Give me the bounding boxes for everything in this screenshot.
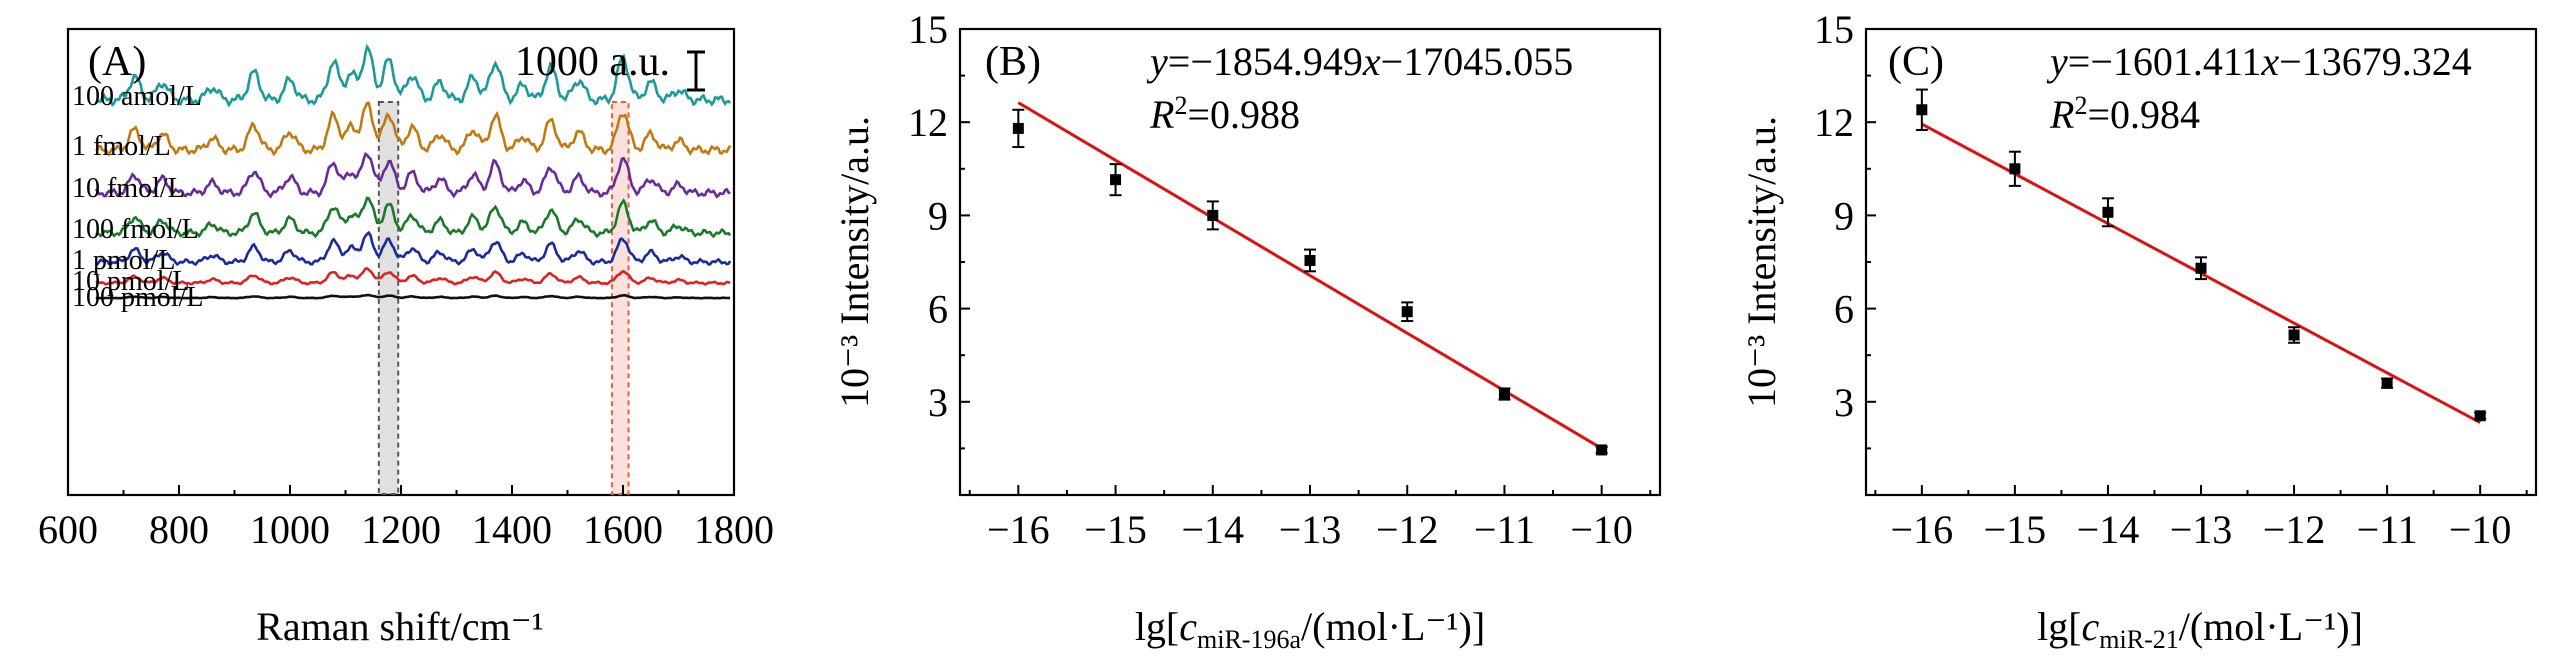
panel-b-equation: y=−1854.949x−17045.055 [1146,39,1573,84]
x-tick-label: −10 [1570,507,1633,552]
series-label-0: 100 amol/L [72,81,202,112]
data-point-1 [2008,150,2021,187]
data-point-5 [1498,387,1511,401]
panel-c-x-axis-title: lg[cmiR-21/(mol·L⁻¹)] [2037,604,2363,654]
panel-c-calibration-mir21: −16 −15 −14 −13 −12 −11 −10 3 6 9 12 15 (C) y=−1601… [1739,7,2538,654]
y-tick-label: 15 [1814,7,1854,52]
highlight-band-0 [377,101,400,495]
data-point-3 [2195,256,2207,281]
series-label-3: 100 fmol/L [72,214,199,245]
y-tick-label: 3 [1834,380,1854,425]
series-label-5: 10 pmol/L [72,266,189,297]
scale-bar-label: 1000 a.u. [515,39,670,85]
data-point-4 [2288,326,2301,344]
data-point-3 [1304,248,1316,273]
panel-c-data-points [1915,88,2487,422]
x-tick-label: 1600 [583,507,663,552]
spectrum-series-0 [94,43,732,108]
series-label-4: 1 pmol/L [72,245,175,276]
data-point-2 [2101,197,2114,228]
panel-b-fit-line [1017,101,1603,450]
data-point-6 [1595,444,1608,456]
y-tick-label: 15 [908,7,948,52]
spectrum-series-1 [95,101,732,157]
scale-bar [687,50,705,92]
panel-c-ticks: −16 −15 −14 −13 −12 −11 −10 3 6 9 12 15 [1814,7,2528,552]
data-point-5 [2381,377,2394,389]
y-tick-label: 12 [1814,100,1854,145]
spectrum-series-6 [95,293,731,300]
x-tick-label: 1400 [472,507,552,552]
spectrum-series-2 [94,151,731,199]
x-tick-label: −12 [1376,507,1439,552]
spectrum-series-4 [95,230,732,267]
x-tick-label: 1200 [361,507,441,552]
data-point-4 [1401,301,1414,323]
series-label-1: 1 fmol/L [72,131,171,162]
panel-c-equation: y=−1601.411x−13679.324 [2046,39,2472,84]
x-tick-label: 800 [149,507,209,552]
panel-a-raman-spectra: 100 amol/L 1 fmol/L 10 fmol/L 100 fmol/L1 p… [38,27,774,649]
panel-b-y-axis-title: 10⁻³ Intensity/a.u. [832,116,877,408]
panel-c-r-squared: R2=0.984 [2049,91,2200,137]
spectrum-series-3 [95,196,732,239]
panel-b-x-axis-title: lg[cmiR-196a/(mol·L⁻¹)] [1135,604,1485,654]
x-tick-label: 1000 [250,507,330,552]
panel-label-c: (C) [1888,39,1944,85]
x-tick-label: −10 [2449,507,2512,552]
panel-label-b: (B) [985,39,1041,85]
data-point-1 [1109,163,1122,197]
x-tick-label: −13 [2170,507,2233,552]
y-tick-label: 12 [908,100,948,145]
x-tick-label: −16 [1891,507,1954,552]
y-tick-label: 3 [928,380,948,425]
x-tick-label: 1800 [694,507,774,552]
y-tick-label: 6 [928,287,948,332]
panel-a-x-axis-title: Raman shift/cm⁻¹ [256,604,544,649]
data-point-0 [1915,88,1928,131]
x-tick-label: −11 [2357,507,2418,552]
x-tick-label: −14 [2077,507,2140,552]
panel-b-data-points [1012,108,1608,456]
x-tick-label: 600 [38,507,98,552]
spectra-series [94,43,732,300]
x-axis-ticks: 600 800 1000 1200 1400 1600 1800 [38,485,774,552]
data-point-0 [1012,108,1025,149]
x-tick-label: −12 [2263,507,2326,552]
series-label-6: 100 pmol/L [72,282,203,313]
data-point-6 [2474,410,2487,422]
y-tick-label: 9 [1834,193,1854,238]
concentration-labels: 100 amol/L 1 fmol/L 10 fmol/L 100 fmol/L1 p… [72,81,203,313]
spectrum-series-5 [95,267,731,286]
y-tick-label: 6 [1834,287,1854,332]
panel-b-ticks: −16 −15 −14 −13 −12 −11 −10 3 6 9 12 15 [908,7,1652,552]
data-point-2 [1206,200,1219,231]
panel-b-r-squared: R2=0.988 [1149,91,1300,137]
panel-c-y-axis-title: 10⁻³ Intensity/a.u. [1739,116,1784,408]
panel-label-a: (A) [88,39,146,85]
x-tick-label: −15 [1084,507,1147,552]
x-tick-label: −11 [1474,507,1535,552]
panel-b-calibration-mir196a: −16 −15 −14 −13 −12 −11 −10 3 6 9 12 15 (B) y=−1854… [832,7,1662,654]
series-label-2: 10 fmol/L [72,173,185,204]
y-tick-label: 9 [928,193,948,238]
x-tick-label: −13 [1279,507,1342,552]
x-tick-label: −14 [1181,507,1244,552]
x-tick-label: −15 [1984,507,2047,552]
x-tick-label: −16 [987,507,1050,552]
